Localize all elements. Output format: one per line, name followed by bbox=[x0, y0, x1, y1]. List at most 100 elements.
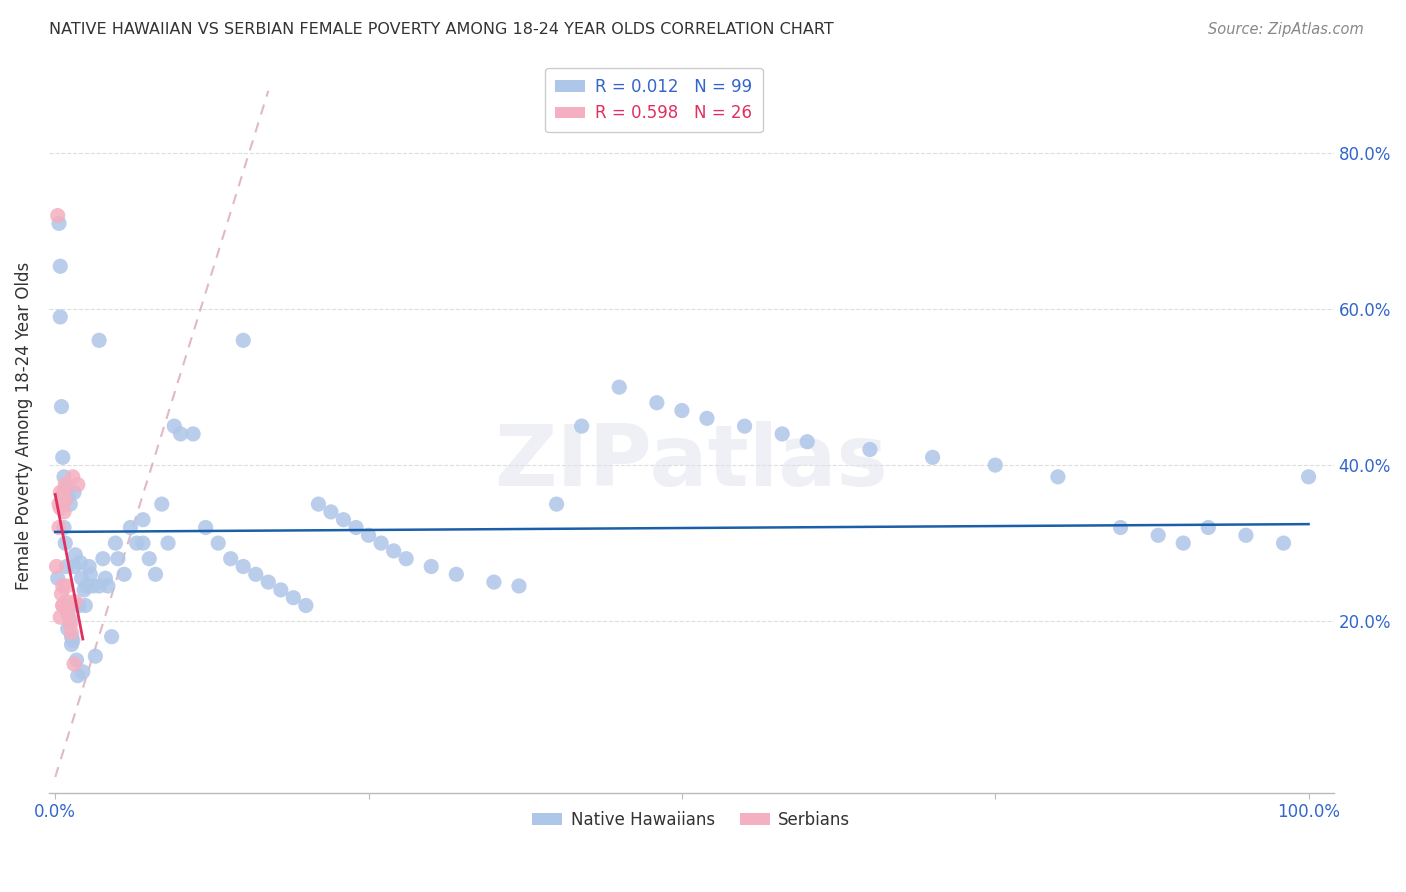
Point bbox=[607, 380, 630, 394]
Point bbox=[1173, 536, 1195, 550]
Point bbox=[382, 544, 405, 558]
Point bbox=[62, 633, 84, 648]
Point bbox=[132, 513, 155, 527]
Point bbox=[48, 520, 70, 534]
Point bbox=[232, 559, 254, 574]
Point bbox=[100, 630, 122, 644]
Point bbox=[52, 579, 75, 593]
Point bbox=[97, 579, 120, 593]
Point bbox=[1298, 470, 1320, 484]
Point bbox=[77, 559, 100, 574]
Point bbox=[62, 470, 84, 484]
Point bbox=[65, 653, 87, 667]
Point bbox=[69, 556, 91, 570]
Point bbox=[307, 497, 329, 511]
Point bbox=[58, 599, 80, 613]
Point bbox=[53, 477, 76, 491]
Point bbox=[295, 599, 318, 613]
Point bbox=[1147, 528, 1170, 542]
Point bbox=[65, 594, 87, 608]
Point bbox=[60, 638, 83, 652]
Point bbox=[51, 493, 73, 508]
Point bbox=[49, 501, 72, 516]
Point bbox=[66, 477, 89, 491]
Point bbox=[53, 470, 76, 484]
Point bbox=[70, 571, 93, 585]
Point bbox=[125, 536, 148, 550]
Point bbox=[87, 579, 110, 593]
Point bbox=[446, 567, 468, 582]
Point bbox=[58, 610, 80, 624]
Point bbox=[60, 630, 83, 644]
Point bbox=[51, 587, 73, 601]
Point bbox=[52, 450, 75, 465]
Point bbox=[53, 493, 76, 508]
Point bbox=[245, 567, 267, 582]
Point bbox=[51, 400, 73, 414]
Point bbox=[56, 489, 79, 503]
Text: ZIPatlas: ZIPatlas bbox=[495, 421, 889, 504]
Point bbox=[1046, 470, 1069, 484]
Point bbox=[207, 536, 229, 550]
Point bbox=[72, 665, 94, 679]
Point bbox=[357, 528, 380, 542]
Point bbox=[257, 575, 280, 590]
Text: Source: ZipAtlas.com: Source: ZipAtlas.com bbox=[1208, 22, 1364, 37]
Point bbox=[112, 567, 135, 582]
Point bbox=[671, 403, 693, 417]
Point bbox=[138, 551, 160, 566]
Point bbox=[60, 625, 83, 640]
Point bbox=[52, 489, 75, 503]
Point bbox=[59, 614, 82, 628]
Legend: Native Hawaiians, Serbians: Native Hawaiians, Serbians bbox=[526, 805, 856, 836]
Point bbox=[63, 657, 86, 671]
Point bbox=[84, 649, 107, 664]
Point bbox=[132, 536, 155, 550]
Point bbox=[734, 419, 756, 434]
Point bbox=[56, 622, 79, 636]
Point bbox=[1272, 536, 1295, 550]
Point bbox=[91, 551, 114, 566]
Point bbox=[55, 594, 77, 608]
Point bbox=[157, 536, 180, 550]
Point bbox=[984, 458, 1007, 472]
Point bbox=[145, 567, 167, 582]
Point bbox=[181, 426, 204, 441]
Point bbox=[63, 559, 86, 574]
Point bbox=[232, 334, 254, 348]
Point bbox=[420, 559, 443, 574]
Point bbox=[283, 591, 305, 605]
Point bbox=[332, 513, 354, 527]
Point bbox=[1197, 520, 1219, 534]
Point bbox=[796, 434, 818, 449]
Point bbox=[94, 571, 117, 585]
Point bbox=[87, 334, 110, 348]
Point bbox=[344, 520, 367, 534]
Point bbox=[546, 497, 568, 511]
Point bbox=[82, 579, 104, 593]
Point bbox=[53, 482, 76, 496]
Point bbox=[73, 582, 96, 597]
Point bbox=[645, 395, 668, 409]
Point bbox=[194, 520, 217, 534]
Point bbox=[770, 426, 793, 441]
Point bbox=[48, 497, 70, 511]
Point bbox=[52, 599, 75, 613]
Point bbox=[696, 411, 718, 425]
Point bbox=[63, 485, 86, 500]
Point bbox=[75, 599, 97, 613]
Point bbox=[482, 575, 505, 590]
Point bbox=[163, 419, 186, 434]
Point bbox=[53, 505, 76, 519]
Point bbox=[107, 551, 129, 566]
Point bbox=[76, 579, 98, 593]
Point bbox=[120, 520, 142, 534]
Point bbox=[59, 497, 82, 511]
Point bbox=[169, 426, 191, 441]
Point bbox=[104, 536, 127, 550]
Point bbox=[55, 579, 77, 593]
Point bbox=[921, 450, 943, 465]
Y-axis label: Female Poverty Among 18-24 Year Olds: Female Poverty Among 18-24 Year Olds bbox=[15, 262, 32, 591]
Point bbox=[53, 520, 76, 534]
Point bbox=[859, 442, 882, 457]
